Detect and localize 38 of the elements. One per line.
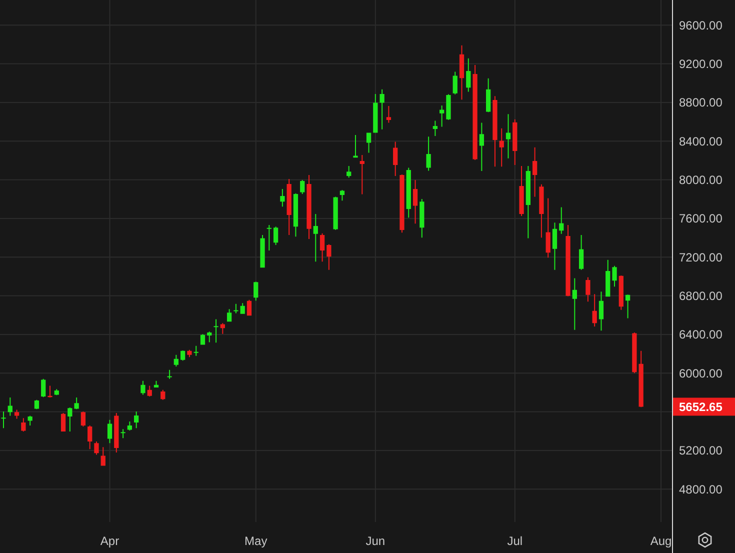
y-tick-label: 8400.00	[679, 134, 723, 148]
y-tick-label: 6800.00	[679, 289, 723, 303]
x-tick-label: Apr	[100, 534, 120, 548]
y-tick-label: 8000.00	[679, 173, 723, 187]
candlestick	[506, 114, 511, 158]
y-tick-label: 8800.00	[679, 96, 723, 110]
candlestick	[1, 412, 6, 428]
candlestick	[194, 346, 198, 356]
candlestick	[440, 106, 444, 127]
candlestick	[539, 184, 544, 238]
x-tick-label: Aug	[650, 534, 672, 548]
candlestick	[499, 128, 504, 167]
x-tick-label: Jul	[507, 534, 523, 548]
candlestick	[214, 319, 218, 343]
y-tick-label: 5200.00	[679, 444, 723, 458]
candlestick	[74, 397, 79, 410]
y-tick-label: 7200.00	[679, 250, 723, 264]
text: 5652.65	[679, 400, 723, 414]
y-tick-label: 9200.00	[679, 57, 723, 71]
candlestick	[586, 277, 590, 302]
candlestick	[380, 89, 384, 130]
candlestick	[234, 304, 238, 314]
y-tick-label: 4800.00	[679, 482, 723, 496]
y-tick-label: 7600.00	[679, 212, 723, 226]
candlestick	[120, 429, 126, 438]
y-tick-label: 6400.00	[679, 328, 723, 342]
candlestick	[492, 96, 498, 167]
candlestick	[167, 370, 172, 379]
x-tick-label: Jun	[366, 534, 386, 548]
candlestick	[353, 135, 358, 158]
candlestick	[28, 416, 32, 426]
candlestick	[266, 224, 272, 251]
y-tick-label: 9600.00	[679, 18, 723, 32]
candlestick	[360, 155, 364, 194]
candlestick	[519, 166, 524, 216]
x-tick-label: May	[244, 534, 268, 548]
y-tick-label: 6000.00	[679, 366, 723, 380]
candlestick	[426, 136, 431, 171]
